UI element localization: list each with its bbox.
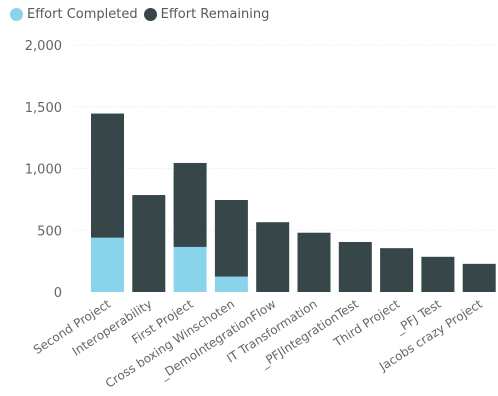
y-tick-label: 0: [54, 286, 62, 301]
legend-label-effort-completed: Effort Completed: [27, 6, 138, 22]
bar-effort-remaining[interactable]: [173, 162, 207, 247]
legend-item-effort-completed[interactable]: Effort Completed: [10, 7, 138, 22]
bar-effort-remaining[interactable]: [91, 113, 124, 238]
bar-effort-completed[interactable]: [91, 237, 124, 292]
y-tick-label: 2,000: [25, 39, 62, 54]
bar-effort-remaining[interactable]: [256, 222, 290, 292]
bar-effort-remaining[interactable]: [214, 199, 248, 277]
y-tick-label: 500: [37, 224, 62, 239]
y-tick-label: 1,500: [25, 101, 62, 116]
bar-effort-remaining[interactable]: [462, 263, 496, 292]
legend-label-effort-remaining: Effort Remaining: [160, 6, 270, 22]
legend-swatch-effort-remaining: [143, 7, 157, 21]
bar-effort-remaining[interactable]: [421, 256, 455, 292]
bar-effort-completed[interactable]: [173, 246, 207, 292]
bar-effort-remaining[interactable]: [380, 248, 414, 292]
bar-effort-completed[interactable]: [214, 276, 248, 292]
legend-item-effort-remaining[interactable]: Effort Remaining: [143, 6, 270, 22]
chart-legend: Effort Completed Effort Remaining: [10, 4, 275, 24]
bar-effort-remaining[interactable]: [338, 241, 372, 292]
bar-effort-remaining[interactable]: [297, 232, 331, 292]
bar-effort-remaining[interactable]: [132, 195, 166, 292]
legend-swatch-effort-completed: [10, 7, 23, 21]
y-tick-label: 1,000: [25, 163, 62, 178]
